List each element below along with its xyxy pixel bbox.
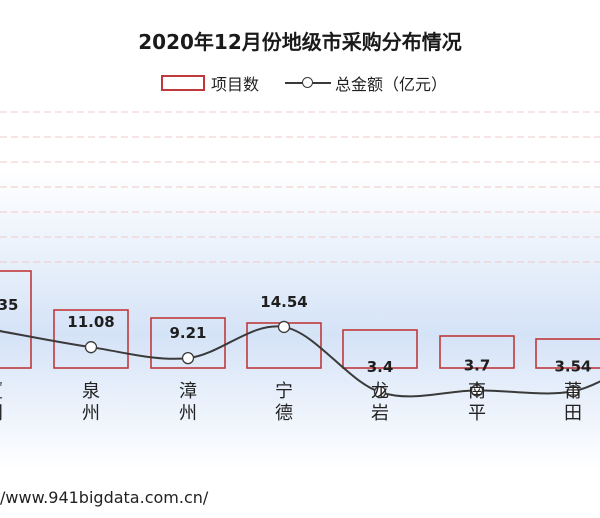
- category-char: 州: [179, 403, 197, 424]
- amount-label-5: 3.7: [464, 356, 491, 374]
- bar-2: [150, 317, 226, 369]
- amount-label-6: 3.54: [554, 357, 591, 375]
- amount-point-6: [566, 385, 580, 398]
- amount-label-2: 9.21: [169, 324, 206, 342]
- bar-0: [0, 270, 32, 369]
- bar-4: [342, 329, 418, 369]
- category-char: 泉: [82, 381, 100, 402]
- category-label-5: 南平: [468, 381, 486, 424]
- bar-5: [439, 335, 515, 369]
- amount-label-3: 14.54: [260, 293, 307, 311]
- category-label-6: 莆田: [564, 381, 582, 424]
- category-char: 岩: [371, 403, 389, 424]
- amount-point-4: [373, 385, 387, 399]
- category-label-3: 宁德: [275, 381, 293, 424]
- amount-point-2: [181, 351, 195, 365]
- category-char: 门: [0, 403, 3, 424]
- category-char: 德: [275, 403, 293, 424]
- bar-1: [53, 309, 129, 369]
- legend-bar-swatch: [161, 75, 205, 91]
- category-label-1: 泉州: [82, 381, 100, 424]
- category-label-2: 漳州: [179, 381, 197, 424]
- category-char: 南: [468, 381, 486, 402]
- bar-6: [535, 338, 600, 369]
- category-label-0: 厦门: [0, 381, 3, 424]
- amount-point-1: [84, 341, 98, 354]
- amount-label-1: 11.08: [67, 313, 114, 331]
- legend-line-label: 总金额（亿元）: [335, 75, 448, 94]
- plot-background-band: [0, 170, 600, 470]
- category-char: 平: [468, 403, 486, 424]
- category-char: 宁: [275, 381, 293, 402]
- category-char: 州: [82, 403, 100, 424]
- legend-bar-label: 项目数: [211, 75, 260, 94]
- amount-label-4: 3.4: [367, 358, 394, 376]
- category-char: 龙: [371, 381, 389, 402]
- category-char: 厦: [0, 381, 3, 402]
- legend-line-swatch: [285, 76, 332, 90]
- category-char: 莆: [564, 381, 582, 402]
- category-char: 田: [564, 403, 582, 424]
- legend: 项目数 总金额（亿元）: [161, 73, 448, 94]
- category-label-4: 龙岩: [371, 381, 389, 424]
- amount-point-5: [470, 384, 484, 397]
- source-url: /www.941bigdata.com.cn/: [0, 488, 209, 507]
- chart-title: 2020年12月份地级市采购分布情况: [138, 30, 462, 54]
- category-char: 漳: [179, 381, 197, 402]
- amount-point-3: [277, 320, 291, 334]
- amount-label-0: 35: [0, 296, 18, 314]
